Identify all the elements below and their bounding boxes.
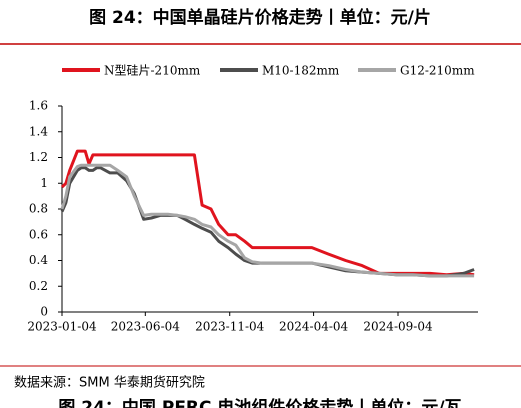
y-tick-label: 1.6 [29,99,48,113]
source: 数据来源：SMM 华泰期货研究院 [14,375,205,391]
y-tick-label: 0.4 [29,253,48,267]
y-tick-label: 1 [40,176,48,190]
x-tick-label: 2024-04-04 [279,320,349,334]
next-title: 图 24：中国 PERC 电池组件价格走势丨单位：元/瓦 [58,397,461,408]
y-tick-label: 0 [40,305,48,319]
series-line [60,163,475,278]
y-tick-label: 0.2 [29,279,48,293]
y-tick-label: 1.4 [29,124,48,138]
series-line [60,149,475,277]
legend-label: N型硅片-210mm [104,64,201,78]
y-tick-label: 0.6 [29,227,48,241]
y-tick-label: 1.2 [29,150,48,164]
y-tick-label: 0.8 [29,202,48,216]
chart-title: 图 24：中国单晶硅片价格走势丨单位：元/片 [89,7,431,28]
x-tick-label: 2023-01-04 [27,320,97,334]
legend-label: M10-182mm [262,64,340,78]
legend-label: G12-210mm [400,64,475,78]
x-tick-label: 2023-06-04 [111,320,181,334]
series-line [60,166,475,278]
x-tick-label: 2024-09-04 [363,320,433,334]
x-tick-label: 2023-11-04 [195,320,265,334]
